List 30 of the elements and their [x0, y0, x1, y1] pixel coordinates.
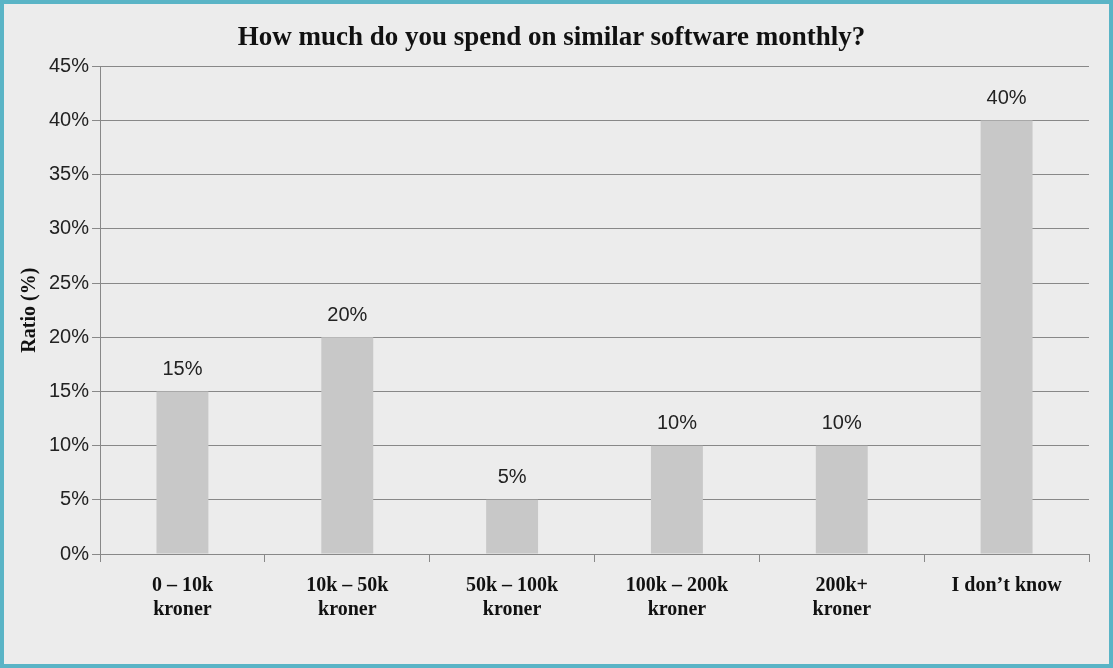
y-tick-label: 30% — [49, 216, 90, 239]
bar — [980, 120, 1033, 554]
y-tick-label: 15% — [49, 378, 90, 401]
x-tick-label: 50k – 100k kroner — [465, 573, 560, 620]
bar — [156, 391, 209, 554]
data-label: 40% — [986, 86, 1027, 109]
x-tick-label: 0 – 10k kroner — [151, 573, 214, 620]
data-label: 10% — [656, 411, 698, 434]
x-tick-label: 200k+ kroner — [812, 573, 872, 620]
y-tick-label: 10% — [49, 433, 90, 456]
y-tick-label: 40% — [49, 108, 90, 131]
y-tick-label: 0% — [60, 541, 90, 564]
x-tick-label: 100k – 200k kroner — [625, 573, 729, 620]
y-tick-label: 5% — [60, 487, 90, 510]
bar — [650, 445, 703, 554]
data-label: 10% — [821, 411, 862, 434]
y-tick-label: 35% — [49, 162, 90, 185]
y-tick-label: 25% — [49, 270, 90, 293]
y-tick-label: 20% — [49, 324, 90, 347]
y-tick-label: 45% — [49, 53, 90, 76]
x-tick-label: 10k – 50k kroner — [306, 573, 390, 620]
data-label: 15% — [162, 356, 203, 379]
data-label: 20% — [327, 302, 368, 325]
bar — [321, 337, 374, 554]
x-tick-label: I don’t know — [951, 573, 1063, 596]
bar — [486, 499, 539, 554]
y-axis-title: Ratio (%) — [17, 267, 41, 353]
chart-title: How much do you spend on similar software monthly? — [237, 21, 866, 52]
bar — [815, 445, 868, 554]
data-label: 5% — [497, 465, 527, 488]
